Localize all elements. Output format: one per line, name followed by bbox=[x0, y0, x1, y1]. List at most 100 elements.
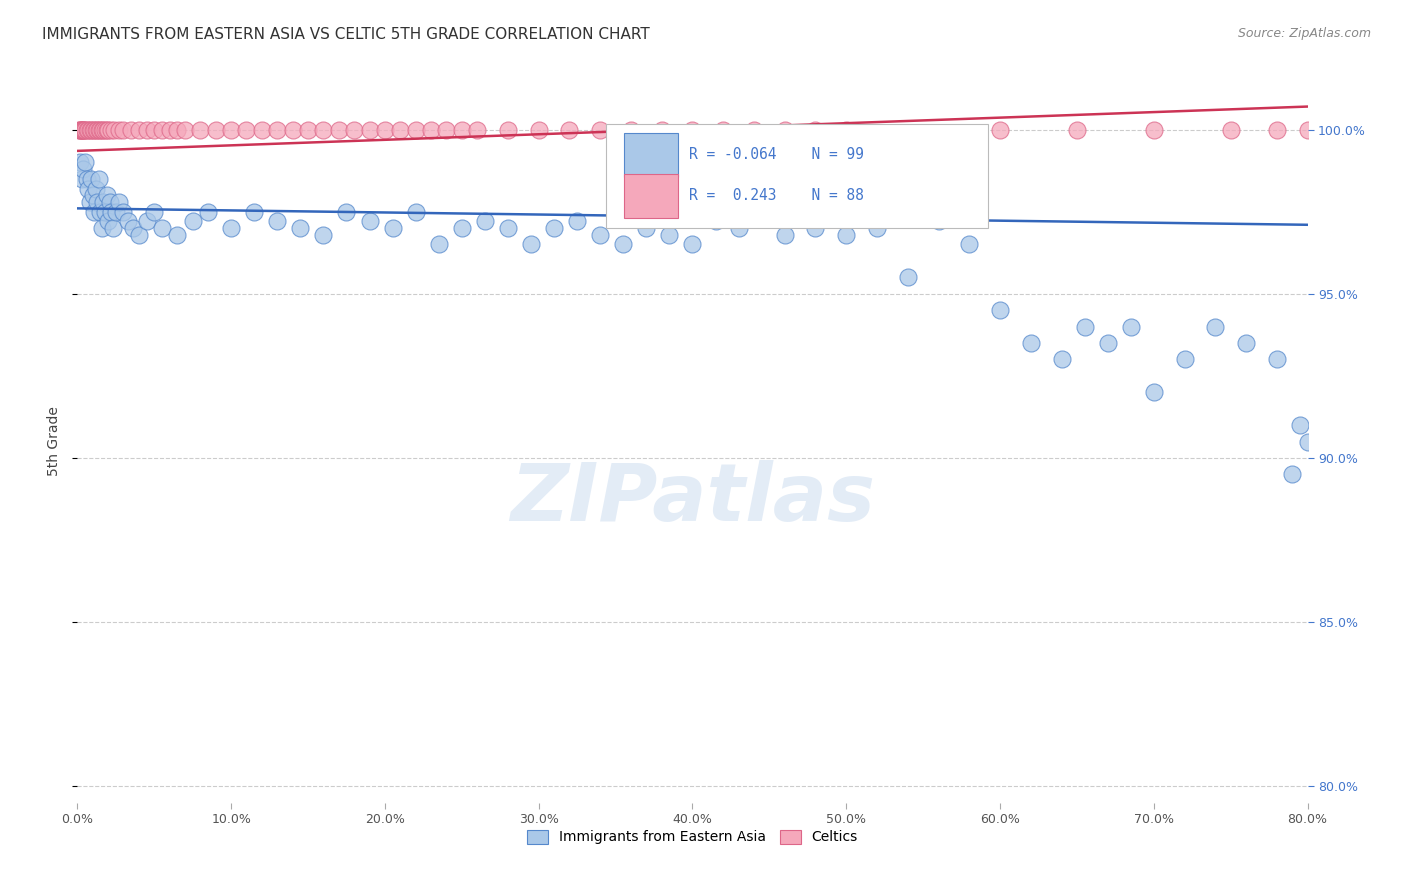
Point bbox=[866, 221, 889, 235]
Point bbox=[427, 237, 450, 252]
Point bbox=[120, 122, 142, 136]
Point bbox=[82, 188, 104, 202]
Point bbox=[1234, 336, 1257, 351]
Point bbox=[682, 237, 704, 252]
Point bbox=[128, 122, 150, 136]
Point bbox=[72, 122, 94, 136]
Point bbox=[96, 188, 118, 202]
Point bbox=[108, 194, 131, 209]
Point bbox=[76, 122, 98, 136]
Point bbox=[87, 122, 110, 136]
Point bbox=[82, 122, 104, 136]
Point bbox=[98, 194, 121, 209]
Point bbox=[143, 122, 166, 136]
Point bbox=[250, 122, 273, 136]
Point bbox=[389, 122, 412, 136]
Point bbox=[77, 122, 100, 136]
Point bbox=[1050, 352, 1073, 367]
Point bbox=[612, 237, 634, 252]
Point bbox=[86, 194, 108, 209]
Point bbox=[112, 204, 135, 219]
Point bbox=[897, 270, 920, 285]
Point bbox=[558, 122, 581, 136]
Point bbox=[565, 214, 588, 228]
Point bbox=[219, 122, 242, 136]
Text: R = -0.064    N = 99: R = -0.064 N = 99 bbox=[689, 147, 863, 162]
Point bbox=[73, 122, 96, 136]
Point bbox=[359, 214, 381, 228]
Point bbox=[166, 227, 188, 242]
Point bbox=[90, 221, 114, 235]
Point bbox=[70, 122, 93, 136]
Point bbox=[751, 204, 773, 219]
Point bbox=[589, 122, 612, 136]
Point bbox=[1019, 336, 1042, 351]
Point bbox=[1097, 336, 1119, 351]
Point bbox=[1143, 385, 1166, 400]
Point bbox=[79, 194, 101, 209]
Point bbox=[1296, 122, 1319, 136]
Point bbox=[204, 122, 226, 136]
Point bbox=[150, 221, 173, 235]
Point bbox=[450, 221, 472, 235]
Point bbox=[773, 122, 796, 136]
Point bbox=[1073, 319, 1095, 334]
Point bbox=[69, 122, 91, 136]
Y-axis label: 5th Grade: 5th Grade bbox=[46, 407, 60, 476]
Point bbox=[112, 122, 135, 136]
Point bbox=[405, 122, 427, 136]
Point bbox=[651, 122, 673, 136]
Point bbox=[100, 122, 122, 136]
Point bbox=[135, 122, 157, 136]
Point bbox=[405, 204, 427, 219]
Point bbox=[100, 204, 122, 219]
Point bbox=[1066, 122, 1088, 136]
Point bbox=[527, 122, 550, 136]
Point bbox=[420, 122, 443, 136]
Point bbox=[711, 122, 734, 136]
Point bbox=[90, 122, 114, 136]
Point bbox=[77, 182, 100, 196]
FancyBboxPatch shape bbox=[606, 124, 988, 228]
Text: Source: ZipAtlas.com: Source: ZipAtlas.com bbox=[1237, 27, 1371, 40]
Point bbox=[543, 221, 565, 235]
Point bbox=[67, 122, 90, 136]
Point bbox=[83, 122, 105, 136]
Point bbox=[450, 122, 472, 136]
Point bbox=[1296, 434, 1319, 449]
Point bbox=[1119, 319, 1142, 334]
Point bbox=[93, 122, 115, 136]
Point bbox=[381, 221, 404, 235]
Point bbox=[84, 182, 107, 196]
Point bbox=[93, 194, 115, 209]
Point bbox=[73, 122, 96, 136]
Point bbox=[235, 122, 257, 136]
Point bbox=[94, 122, 117, 136]
Point bbox=[73, 155, 96, 169]
Point bbox=[589, 227, 612, 242]
Point bbox=[150, 122, 173, 136]
Point bbox=[243, 204, 266, 219]
Point bbox=[335, 204, 357, 219]
Point bbox=[496, 221, 519, 235]
Point bbox=[83, 204, 105, 219]
Point bbox=[219, 221, 242, 235]
Point bbox=[520, 237, 543, 252]
Point bbox=[96, 122, 118, 136]
Point bbox=[101, 221, 124, 235]
Point bbox=[117, 214, 139, 228]
Point bbox=[70, 122, 93, 136]
Point bbox=[359, 122, 381, 136]
Point bbox=[1204, 319, 1226, 334]
Point bbox=[374, 122, 396, 136]
Point bbox=[988, 303, 1011, 318]
Point bbox=[89, 122, 111, 136]
Point bbox=[620, 122, 643, 136]
Point bbox=[1143, 122, 1166, 136]
Point bbox=[988, 122, 1011, 136]
Legend: Immigrants from Eastern Asia, Celtics: Immigrants from Eastern Asia, Celtics bbox=[522, 824, 863, 850]
Point bbox=[773, 227, 796, 242]
Point bbox=[957, 237, 980, 252]
Point bbox=[128, 227, 150, 242]
Point bbox=[1281, 467, 1303, 482]
